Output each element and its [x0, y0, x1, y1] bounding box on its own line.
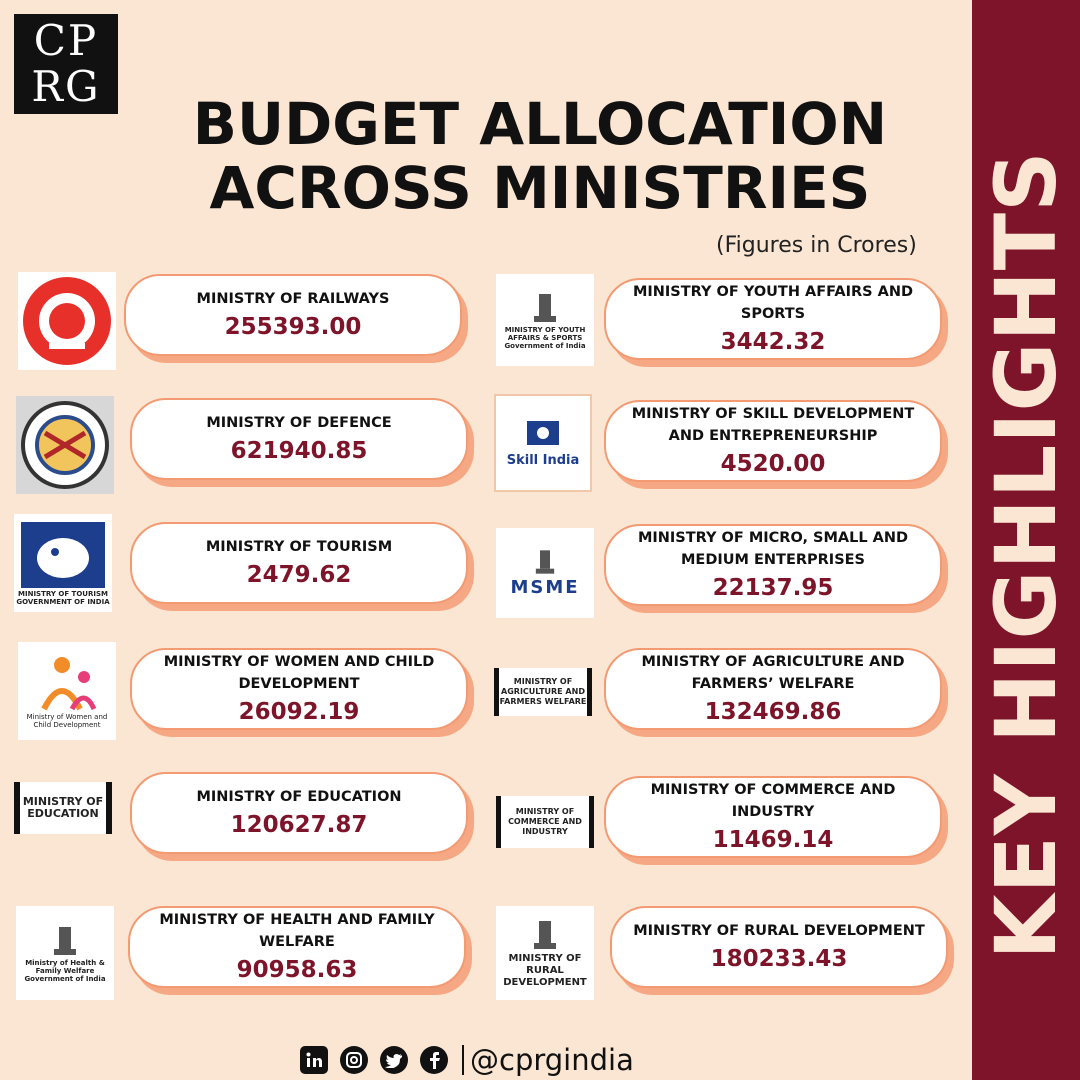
- facebook-icon[interactable]: [420, 1046, 448, 1074]
- ministry-name: MINISTRY OF COMMERCE AND INDUSTRY: [650, 782, 896, 820]
- ministry-name: MINISTRY OF WOMEN AND CHILD DEVELOPMENT: [163, 654, 435, 692]
- emblem-caption: MINISTRY OF TOURISM GOVERNMENT OF INDIA: [16, 590, 110, 606]
- ministry-value: 180233.43: [710, 946, 848, 972]
- drdo-emblem-icon: [16, 396, 114, 494]
- ministry-value: 621940.85: [230, 438, 368, 464]
- ministry-card-rural-development: MINISTRY OF RURAL DEVELOPMENT 180233.43: [610, 906, 948, 988]
- ministry-name: MINISTRY OF DEFENCE: [206, 415, 392, 431]
- ministry-name: MINISTRY OF RAILWAYS: [196, 291, 390, 307]
- skill-india-logo-icon: Skill India: [494, 394, 592, 492]
- msme-logo-icon: MSME: [496, 528, 594, 618]
- ministry-name: MINISTRY OF MICRO, SMALL AND MEDIUM ENTE…: [637, 530, 909, 568]
- ministry-card-msme: MINISTRY OF MICRO, SMALL AND MEDIUM ENTE…: [604, 524, 942, 606]
- ministry-name: MINISTRY OF EDUCATION: [196, 789, 402, 805]
- ministry-card-commerce: MINISTRY OF COMMERCE AND INDUSTRY 11469.…: [604, 776, 942, 858]
- emblem-caption: MINISTRY OF EDUCATION: [22, 795, 104, 820]
- ministry-card-women-child: MINISTRY OF WOMEN AND CHILD DEVELOPMENT …: [130, 648, 468, 730]
- cprg-logo: CP RG: [14, 14, 118, 114]
- social-footer: @cprgindia: [300, 1040, 634, 1080]
- ministry-card-skill-development: MINISTRY OF SKILL DEVELOPMENT AND ENTREP…: [604, 400, 942, 482]
- tourism-elephant-icon: MINISTRY OF TOURISM GOVERNMENT OF INDIA: [14, 514, 112, 612]
- logo-line-2: RG: [31, 62, 101, 111]
- ministry-name: MINISTRY OF YOUTH AFFAIRS AND SPORTS: [632, 284, 914, 322]
- ministry-value: 255393.00: [224, 314, 362, 340]
- health-emblem-icon: Ministry of Health & Family Welfare Gove…: [16, 906, 114, 1000]
- ministry-value: 22137.95: [712, 575, 834, 601]
- education-emblem-icon: MINISTRY OF EDUCATION: [14, 782, 112, 834]
- ministry-value: 26092.19: [238, 699, 360, 725]
- emblem-caption: Skill India: [506, 453, 580, 468]
- key-highlights-sidebar: [972, 0, 1080, 1080]
- ministry-value: 132469.86: [704, 699, 842, 725]
- logo-line-1: CP: [33, 16, 99, 65]
- ministry-value: 4520.00: [720, 451, 826, 477]
- women-child-logo-icon: Ministry of Women and Child Development: [18, 642, 116, 740]
- youth-affairs-emblem-icon: MINISTRY OF YOUTH AFFAIRS & SPORTS Gover…: [496, 274, 594, 366]
- title-line-2: ACROSS MINISTRIES: [209, 154, 871, 222]
- twitter-icon[interactable]: [380, 1046, 408, 1074]
- title-line-1: BUDGET ALLOCATION: [192, 90, 888, 158]
- linkedin-icon[interactable]: [300, 1046, 328, 1074]
- agriculture-emblem-icon: MINISTRY OF AGRICULTURE AND FARMERS WELF…: [494, 668, 592, 716]
- footer-divider: [462, 1045, 464, 1075]
- ministry-name: MINISTRY OF TOURISM: [205, 539, 393, 555]
- emblem-caption: MINISTRY OF RURAL DEVELOPMENT: [503, 953, 587, 988]
- page-title: BUDGET ALLOCATION ACROSS MINISTRIES: [160, 92, 920, 220]
- emblem-caption: MINISTRY OF YOUTH AFFAIRS & SPORTS Gover…: [504, 326, 586, 350]
- sidebar-label: KEY HIGHLIGHTS: [977, 150, 1075, 960]
- ministry-card-tourism: MINISTRY OF TOURISM 2479.62: [130, 522, 468, 604]
- ministry-value: 2479.62: [246, 562, 352, 588]
- ministry-card-youth-affairs: MINISTRY OF YOUTH AFFAIRS AND SPORTS 344…: [604, 278, 942, 360]
- instagram-icon[interactable]: [340, 1046, 368, 1074]
- ministry-value: 120627.87: [230, 812, 368, 838]
- ministry-name: MINISTRY OF RURAL DEVELOPMENT: [633, 923, 925, 939]
- ministry-value: 90958.63: [236, 957, 358, 983]
- ministry-name: MINISTRY OF AGRICULTURE AND FARMERS’ WEL…: [641, 654, 905, 692]
- rural-development-emblem-icon: MINISTRY OF RURAL DEVELOPMENT: [496, 906, 594, 1000]
- social-handle[interactable]: @cprgindia: [470, 1043, 634, 1077]
- emblem-caption: MINISTRY OF COMMERCE AND INDUSTRY: [508, 807, 582, 836]
- units-note: (Figures in Crores): [716, 233, 917, 258]
- ministry-name: MINISTRY OF HEALTH AND FAMILY WELFARE: [159, 912, 435, 950]
- commerce-emblem-icon: MINISTRY OF COMMERCE AND INDUSTRY: [496, 796, 594, 848]
- ministry-value: 3442.32: [720, 329, 826, 355]
- ministry-value: 11469.14: [712, 827, 834, 853]
- ministry-card-health: MINISTRY OF HEALTH AND FAMILY WELFARE 90…: [128, 906, 466, 988]
- railways-emblem-icon: [18, 272, 116, 370]
- ministry-name: MINISTRY OF SKILL DEVELOPMENT AND ENTREP…: [631, 406, 915, 444]
- emblem-caption: MINISTRY OF AGRICULTURE AND FARMERS WELF…: [499, 677, 587, 706]
- ministry-card-agriculture: MINISTRY OF AGRICULTURE AND FARMERS’ WEL…: [604, 648, 942, 730]
- emblem-caption: Ministry of Women and Child Development: [26, 713, 108, 729]
- emblem-caption: MSME: [510, 577, 580, 598]
- ministry-card-defence: MINISTRY OF DEFENCE 621940.85: [130, 398, 468, 480]
- ministry-card-railways: MINISTRY OF RAILWAYS 255393.00: [124, 274, 462, 356]
- ministry-card-education: MINISTRY OF EDUCATION 120627.87: [130, 772, 468, 854]
- emblem-caption: Ministry of Health & Family Welfare Gove…: [24, 959, 106, 983]
